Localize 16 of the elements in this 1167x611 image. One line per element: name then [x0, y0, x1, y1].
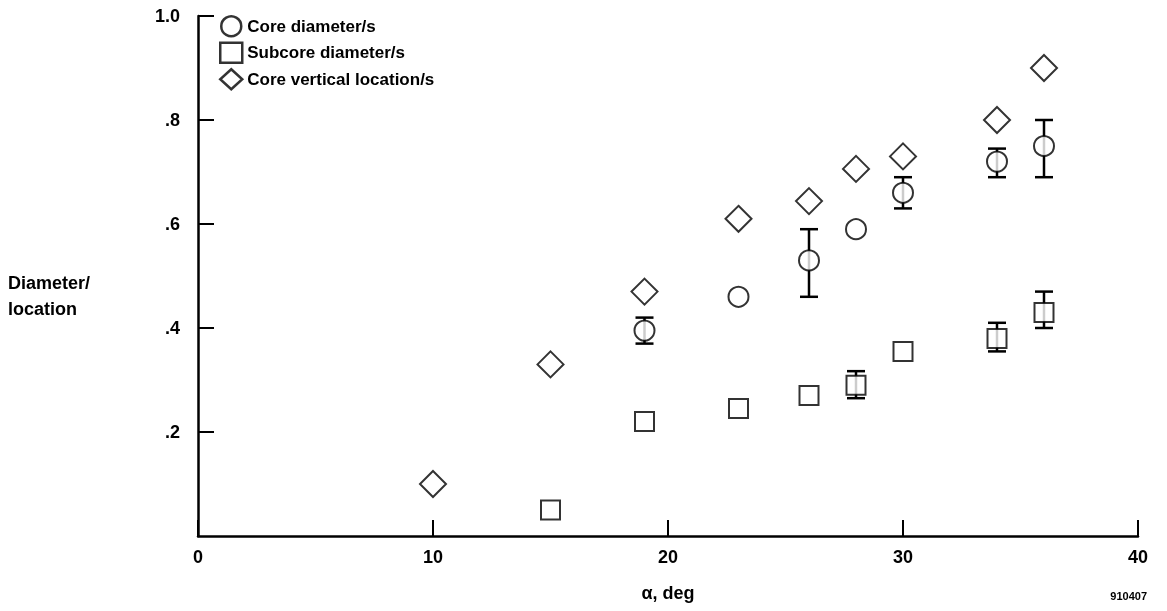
x-tick-label: 40 — [1127, 547, 1149, 567]
legend-label: Core vertical location/s — [247, 69, 435, 89]
legend-label: Core diameter/s — [247, 16, 376, 36]
y-tick-label: .2 — [164, 422, 180, 442]
y-tick-label: 1.0 — [154, 6, 180, 26]
y-tick-label: .4 — [164, 318, 180, 338]
y-tick-label: .8 — [164, 110, 180, 130]
y-tick-label: .6 — [164, 214, 180, 234]
legend-label: Subcore diameter/s — [247, 43, 406, 63]
y-axis-title: Diameter/ location — [8, 273, 96, 319]
x-tick-label: 10 — [422, 547, 444, 567]
x-tick-label: 30 — [892, 547, 914, 567]
x-tick-label: 20 — [657, 547, 679, 567]
x-tick-label: 0 — [192, 547, 204, 567]
text: 910407 — [1110, 589, 1148, 602]
x-axis-title: α, deg — [641, 583, 695, 603]
